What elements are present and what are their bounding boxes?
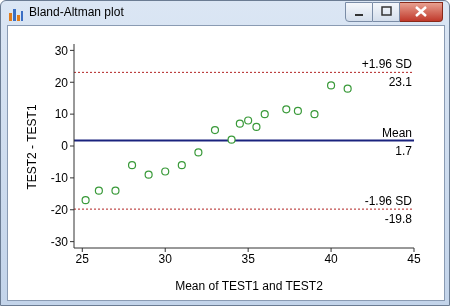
svg-text:-30: -30 bbox=[51, 235, 69, 249]
svg-text:40: 40 bbox=[324, 252, 338, 266]
svg-text:Mean: Mean bbox=[382, 126, 412, 140]
svg-text:1.7: 1.7 bbox=[395, 144, 412, 158]
html-text:Bland-Altman plot: Bland-Altman plot bbox=[29, 5, 124, 19]
svg-text:10: 10 bbox=[55, 107, 69, 121]
svg-text:30: 30 bbox=[159, 252, 173, 266]
svg-text:-10: -10 bbox=[51, 171, 69, 185]
svg-text:30: 30 bbox=[55, 44, 69, 58]
svg-text:20: 20 bbox=[55, 76, 69, 90]
svg-text:0: 0 bbox=[61, 139, 68, 153]
svg-text:45: 45 bbox=[407, 252, 421, 266]
svg-text:25: 25 bbox=[76, 252, 90, 266]
svg-text:-1.96 SD: -1.96 SD bbox=[365, 194, 413, 208]
svg-text:23.1: 23.1 bbox=[389, 75, 413, 89]
svg-text:+1.96 SD: +1.96 SD bbox=[362, 57, 413, 71]
html-text:TEST2 - TEST1: TEST2 - TEST1 bbox=[25, 104, 39, 190]
html-text:Mean of TEST1 and TEST2: Mean of TEST1 and TEST2 bbox=[175, 279, 323, 293]
svg-text:35: 35 bbox=[241, 252, 255, 266]
svg-text:-19.8: -19.8 bbox=[385, 212, 413, 226]
svg-text:-20: -20 bbox=[51, 203, 69, 217]
